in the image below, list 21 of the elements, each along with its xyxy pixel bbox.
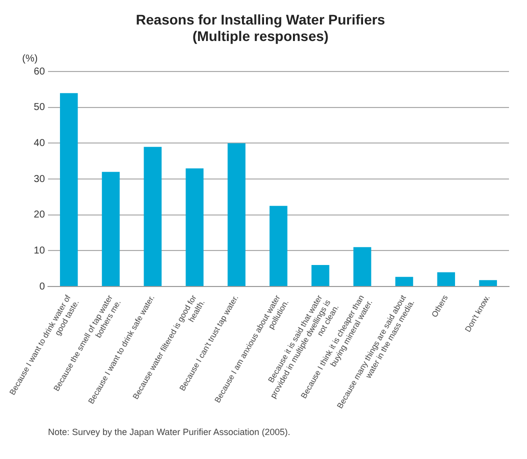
y-axis-title: (%) (22, 53, 38, 64)
chart-title: Reasons for Installing Water Purifiers (Multiple responses) (136, 11, 386, 44)
bar (479, 280, 497, 286)
y-tick-label: 20 (34, 210, 46, 221)
y-tick-label: 10 (34, 245, 46, 256)
bar (395, 276, 414, 286)
bar (228, 143, 246, 286)
bar (144, 146, 162, 286)
bar (60, 93, 78, 286)
y-tick-label: 40 (34, 138, 46, 149)
y-tick-label: 50 (34, 102, 46, 114)
bar (311, 265, 330, 286)
bar (186, 168, 204, 286)
bar (270, 206, 288, 286)
y-tick-label: 0 (39, 281, 46, 292)
y-tick-label: 30 (34, 174, 46, 185)
text: Note: Survey by the Japan Water Purifier Association (2005). (48, 427, 292, 437)
y-tick-label: 60 (34, 66, 46, 78)
bar (437, 272, 456, 286)
bar (102, 172, 120, 286)
bar (353, 247, 372, 286)
